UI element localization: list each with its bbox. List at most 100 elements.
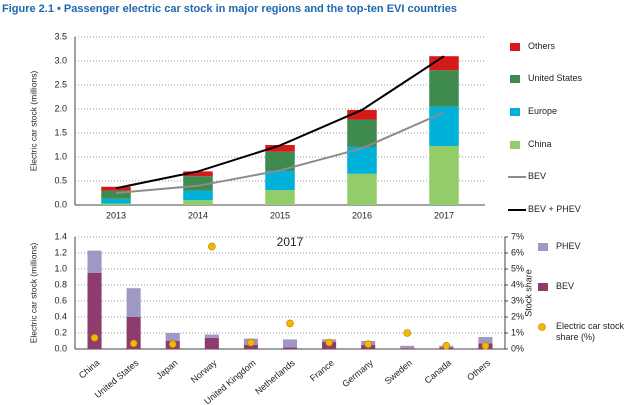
y-tick-label: 0.5 xyxy=(54,175,67,185)
y-tick-label: 3.0 xyxy=(54,55,67,65)
point xyxy=(286,319,294,328)
legend-swatch xyxy=(510,75,520,83)
y-tick-label: 1.0 xyxy=(54,263,67,273)
legend-entry: Electric car stock share (%) xyxy=(556,321,625,342)
bar xyxy=(101,198,131,204)
y2-tick-label: 0% xyxy=(511,343,524,353)
point xyxy=(247,338,255,347)
bar xyxy=(183,190,213,201)
legend-swatch xyxy=(538,323,546,331)
y2-tick-label: 1% xyxy=(511,327,524,337)
x-tick-label: 2016 xyxy=(352,210,372,220)
line xyxy=(115,55,445,190)
x-tick-label: Canada xyxy=(423,358,454,386)
point xyxy=(168,340,177,349)
bar xyxy=(204,334,219,338)
x-tick-label: 2013 xyxy=(106,210,126,220)
bar xyxy=(429,145,459,205)
bar xyxy=(265,151,295,171)
annotation: 2017 xyxy=(277,235,304,249)
y-tick-label: 2.0 xyxy=(54,103,67,113)
y-tick-label: 0.4 xyxy=(54,311,67,321)
legend-swatch xyxy=(538,243,548,251)
x-tick-label: France xyxy=(308,358,336,384)
bar xyxy=(347,109,377,120)
x-tick-label: Netherlands xyxy=(253,357,297,396)
y-tick-label: 0.6 xyxy=(54,295,67,305)
y2-tick-label: 4% xyxy=(511,279,524,289)
legend-label: BEV xyxy=(528,171,547,181)
point xyxy=(129,339,138,348)
legend-entry: BEV xyxy=(556,281,575,291)
y-tick-label: 1.5 xyxy=(54,127,67,137)
legend-label: BEV xyxy=(556,281,575,291)
legend-entry: Europe xyxy=(528,106,558,116)
x-tick-label: Japan xyxy=(154,358,179,381)
legend-swatch xyxy=(510,141,520,149)
x-tick-label: Germany xyxy=(340,357,375,389)
y-axis-label: Electric car stock (millions) xyxy=(28,71,38,172)
y2-tick-label: 6% xyxy=(511,247,524,257)
y-tick-label: 1.4 xyxy=(54,231,67,241)
bar xyxy=(265,190,295,205)
y2-tick-label: 5% xyxy=(511,263,524,273)
point xyxy=(90,333,99,342)
bar xyxy=(183,171,213,177)
y2-tick-label: 3% xyxy=(511,295,524,305)
x-tick-label: 2015 xyxy=(270,210,290,220)
x-tick-label: 2017 xyxy=(434,210,454,220)
bar xyxy=(347,119,377,147)
bar xyxy=(87,273,102,349)
bar xyxy=(429,70,459,107)
legend-entry: BEV xyxy=(528,171,547,181)
point xyxy=(403,329,412,337)
y-tick-label: 0.8 xyxy=(54,279,67,289)
y-tick-label: 0.0 xyxy=(54,199,67,209)
bar xyxy=(478,337,493,344)
y2-tick-label: 7% xyxy=(511,231,524,241)
legend-entry: PHEV xyxy=(556,241,581,251)
bar xyxy=(400,348,415,349)
bar xyxy=(282,347,298,349)
point xyxy=(325,338,333,347)
bar xyxy=(429,56,459,71)
line xyxy=(115,111,445,194)
bar xyxy=(400,345,415,349)
legend-label: Electric car stock share (%) xyxy=(556,321,625,342)
y-tick-label: 0.2 xyxy=(54,327,67,337)
point xyxy=(442,341,451,350)
legend-label: BEV + PHEV xyxy=(528,204,581,214)
y-tick-label: 0.0 xyxy=(54,343,67,353)
bar xyxy=(265,170,295,191)
point xyxy=(364,340,372,349)
legend-entry: China xyxy=(528,139,552,149)
bar xyxy=(101,186,131,191)
legend-swatch xyxy=(510,108,520,116)
bar xyxy=(126,317,141,349)
x-tick-label: Sweden xyxy=(383,358,414,387)
y-tick-label: 2.5 xyxy=(54,79,67,89)
legend-label: PHEV xyxy=(556,241,581,251)
y2-axis-label: Stock share xyxy=(523,269,533,317)
chart-title: Figure 2.1 • Passenger electric car stoc… xyxy=(2,3,457,15)
legend-entry: United States xyxy=(528,73,583,83)
legend-entry: Others xyxy=(528,41,555,51)
x-tick-label: Norway xyxy=(189,357,219,385)
x-tick-label: Others xyxy=(465,357,493,382)
x-tick-label: 2014 xyxy=(188,210,208,220)
legend-label: United States xyxy=(528,73,583,83)
bar xyxy=(126,288,141,317)
y2-tick-label: 2% xyxy=(511,311,524,321)
legend-label: Europe xyxy=(528,106,558,116)
legend-entry: BEV + PHEV xyxy=(528,204,581,214)
point xyxy=(208,242,216,251)
y-tick-label: 3.5 xyxy=(54,31,67,41)
bar xyxy=(101,190,131,199)
bar xyxy=(347,173,377,205)
bar xyxy=(87,250,102,273)
x-tick-label: China xyxy=(77,358,101,381)
legend-swatch xyxy=(538,283,548,291)
bar xyxy=(165,333,180,341)
y-axis-label: Electric car stock (millions) xyxy=(28,243,38,344)
